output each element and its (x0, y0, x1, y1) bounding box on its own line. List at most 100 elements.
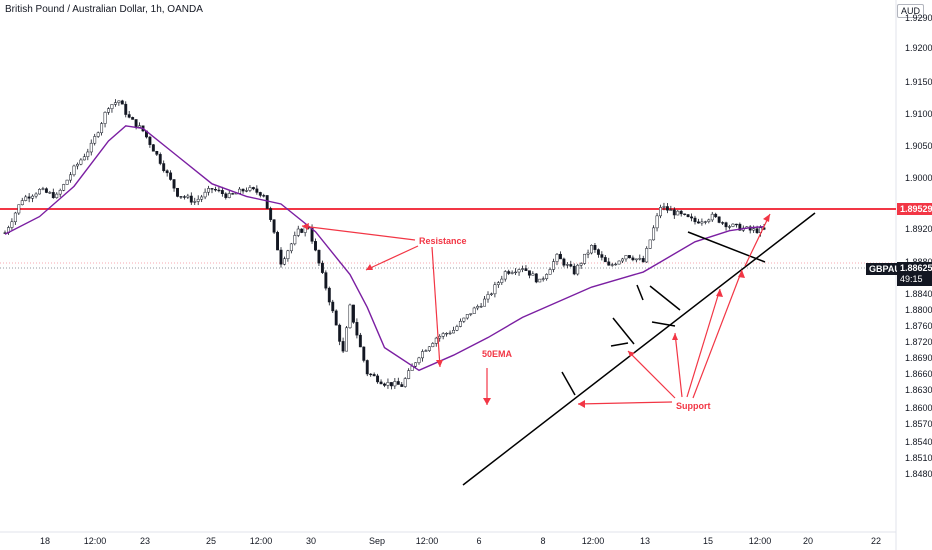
candle-body (58, 190, 62, 195)
x-tick-label: 22 (871, 536, 881, 546)
candle-body (576, 264, 580, 275)
x-tick-label: Sep (369, 536, 385, 546)
candle-body (62, 184, 66, 191)
candle-body (79, 159, 83, 165)
candle-body (151, 144, 155, 152)
candle-body (89, 142, 93, 153)
candle-body (203, 191, 207, 198)
candle-body (93, 136, 97, 144)
y-tick-label: 1.89200 (905, 224, 932, 234)
candle-body (431, 343, 435, 348)
ema-50-line[interactable] (4, 125, 765, 372)
candle-body (638, 258, 642, 260)
candle-body (710, 213, 714, 221)
candle-body (700, 221, 704, 224)
last-price: 1.88625 (900, 263, 932, 273)
candle-body (389, 382, 393, 387)
candle-body (462, 317, 466, 322)
y-tick-label: 1.86000 (905, 403, 932, 413)
candle-body (155, 151, 159, 155)
candle-body (438, 336, 442, 339)
candle-body (193, 201, 197, 203)
candle-body (120, 100, 124, 105)
candle-body (600, 254, 604, 258)
candle-body (728, 226, 731, 228)
candle-body (697, 221, 700, 224)
candle-body (289, 243, 293, 252)
candle-body (186, 195, 190, 198)
candle-body (300, 228, 304, 233)
candle-body (434, 337, 438, 344)
candle-body (683, 213, 687, 215)
y-axis-ticks: 1.92900 1.92000 1.91500 1.91000 1.90500 1.900… (905, 13, 932, 479)
candle-body (524, 268, 528, 271)
candle-body (752, 228, 756, 231)
candle-body (341, 341, 345, 352)
candle-body (421, 351, 424, 359)
candle-body (345, 327, 349, 352)
candle-body (376, 375, 380, 383)
candle-body (545, 274, 549, 279)
candle-body (707, 219, 711, 222)
candle-body (407, 370, 411, 379)
flag-line-2 (610, 342, 629, 347)
candle-body (465, 314, 469, 319)
x-tick-label: 12:00 (250, 536, 273, 546)
candle-body (189, 195, 193, 203)
candle-body (669, 209, 673, 211)
candle-body (641, 258, 645, 263)
candle-body (634, 258, 638, 261)
candle-body (272, 219, 276, 233)
candle-body (248, 187, 252, 191)
ema-line (4, 125, 765, 372)
candle-body (41, 188, 45, 190)
candle-body (517, 269, 521, 273)
x-tick-label: 18 (40, 536, 50, 546)
candle-body (665, 206, 669, 211)
candle-body (755, 228, 759, 234)
candle-body (117, 100, 121, 103)
candle-body (527, 270, 531, 276)
currency-badge[interactable]: AUD (896, 4, 924, 18)
candle-body (445, 332, 449, 335)
candle-body (124, 103, 128, 115)
candle-body (182, 196, 186, 198)
candle-body (69, 174, 72, 181)
candle-body (283, 258, 286, 265)
candle-body (24, 196, 28, 201)
support-trendline[interactable] (462, 212, 816, 486)
candle-body (179, 196, 183, 198)
candle-body (217, 189, 221, 192)
candle-body (296, 228, 300, 236)
candle-body (455, 326, 459, 331)
candle-body (521, 268, 524, 270)
y-tick-label: 1.86600 (905, 369, 932, 379)
flag-line-3 (649, 285, 681, 311)
countdown: 49:15 (900, 274, 923, 284)
pennant-upper-line[interactable] (687, 231, 766, 263)
candle-body (469, 313, 473, 315)
flag-line-5 (636, 284, 644, 301)
candle-body (679, 210, 683, 215)
candle-body (314, 241, 317, 251)
candle-body (265, 195, 269, 209)
candle-body (279, 249, 283, 265)
candle-body (472, 307, 476, 314)
candle-body (258, 192, 262, 196)
candle-body (262, 195, 266, 197)
candle-body (310, 227, 314, 242)
flag-line-6 (561, 371, 576, 396)
x-tick-label: 12:00 (416, 536, 439, 546)
candle-body (227, 193, 231, 198)
candle-body (82, 156, 86, 161)
candle-body (44, 188, 48, 193)
annotation-arrows (301, 213, 771, 405)
candle-body (134, 119, 138, 128)
candle-body (396, 381, 400, 385)
candle-body (320, 262, 324, 273)
candle-body (38, 189, 41, 195)
candle-body (51, 192, 55, 199)
candle-body (386, 382, 390, 386)
candle-body (220, 190, 224, 195)
